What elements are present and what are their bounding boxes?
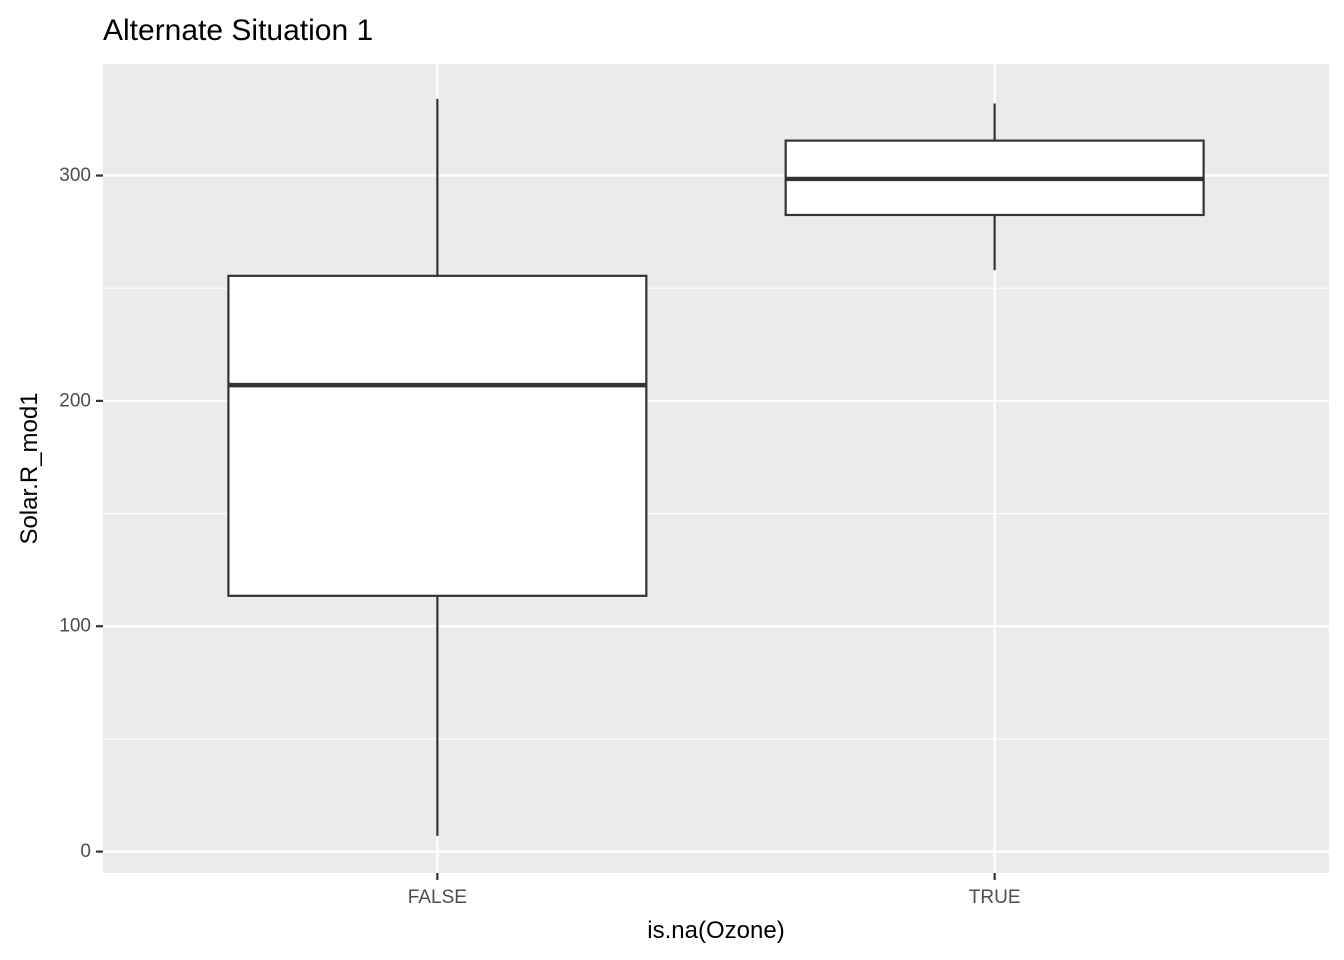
y-tick-label: 100 [59, 616, 91, 637]
x-tick-label: TRUE [969, 887, 1021, 908]
y-tick-label: 200 [59, 390, 91, 411]
y-tick-labels: 0 100 200 300 [59, 165, 91, 862]
box-true [784, 103, 1205, 271]
box-layer [227, 98, 1205, 836]
x-tick-label: FALSE [408, 887, 467, 908]
x-tick-labels: FALSE TRUE [408, 887, 1021, 908]
chart-title: Alternate Situation 1 [103, 14, 373, 47]
y-tick-label: 0 [80, 841, 91, 862]
box-false [227, 98, 648, 836]
axis-ticks [96, 174, 996, 880]
y-axis-title: Solar.R_mod1 [16, 392, 43, 544]
box-body [227, 274, 648, 597]
y-tick-label: 300 [59, 165, 91, 186]
x-axis-title: is.na(Ozone) [647, 917, 784, 944]
